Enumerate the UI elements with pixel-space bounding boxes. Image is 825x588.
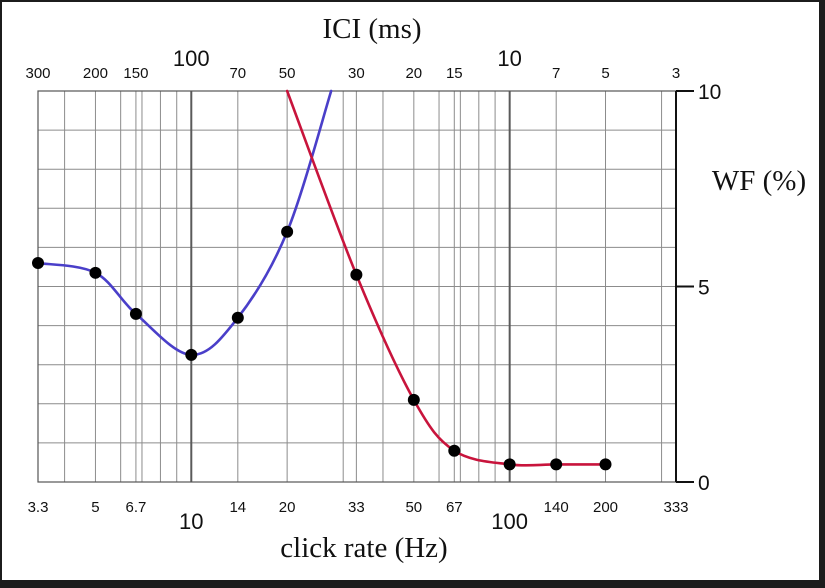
bottom-tick-label: 5 [91,499,99,516]
data-point [448,444,461,457]
y-axis-title: WF (%) [712,165,806,197]
bottom-tick-label: 3.3 [28,499,49,516]
series-lines [36,89,607,467]
bottom-tick-label: 33 [348,499,365,516]
data-point [89,266,102,279]
data-point [32,257,44,270]
bottom-tick-label: 100 [491,509,528,534]
axes [37,90,694,483]
bottom-tick-label: 333 [663,499,688,516]
y-tick-label: 10 [698,81,721,104]
top-tick-label: 70 [229,65,246,82]
grid [38,91,676,482]
bottom-tick-label: 20 [279,499,296,516]
data-point [350,268,363,281]
top-tick-label: 100 [173,46,210,71]
top-tick-label: 20 [405,65,422,82]
bottom-tick-label: 10 [179,509,203,534]
data-point [231,311,244,324]
y-tick-label: 0 [698,472,710,495]
top-axis-title: ICI (ms) [322,13,421,45]
bottom-tick-label: 14 [229,499,246,516]
chart-frame: 3.3 5 6.7 10 14 20 33 50 67 100 140 200 333 300 200 150… [2,2,819,580]
bottom-tick-label: 6.7 [125,499,146,516]
top-tick-label: 200 [83,65,108,82]
top-tick-label: 10 [497,46,521,71]
data-point [281,225,294,238]
series-line-2 [285,89,607,467]
series-markers [32,225,612,471]
data-point [550,458,563,471]
bottom-tick-label: 200 [593,499,618,516]
data-point [129,307,142,320]
y-tick-label: 5 [698,277,710,300]
bottom-axis-title: click rate (Hz) [280,532,447,564]
top-tick-label: 150 [123,65,148,82]
bottom-tick-label: 67 [446,499,463,516]
data-point [599,458,612,471]
top-tick-label: 50 [279,65,296,82]
data-point [407,393,420,406]
top-tick-label: 300 [25,65,50,82]
data-point [503,458,516,471]
top-tick-label: 7 [552,65,560,82]
top-tick-label: 30 [348,65,365,82]
bottom-tick-label: 50 [405,499,422,516]
top-tick-label: 15 [446,65,463,82]
top-tick-label: 3 [672,65,680,82]
bottom-tick-label: 140 [544,499,569,516]
data-point [185,348,198,361]
top-tick-label: 5 [601,65,609,82]
